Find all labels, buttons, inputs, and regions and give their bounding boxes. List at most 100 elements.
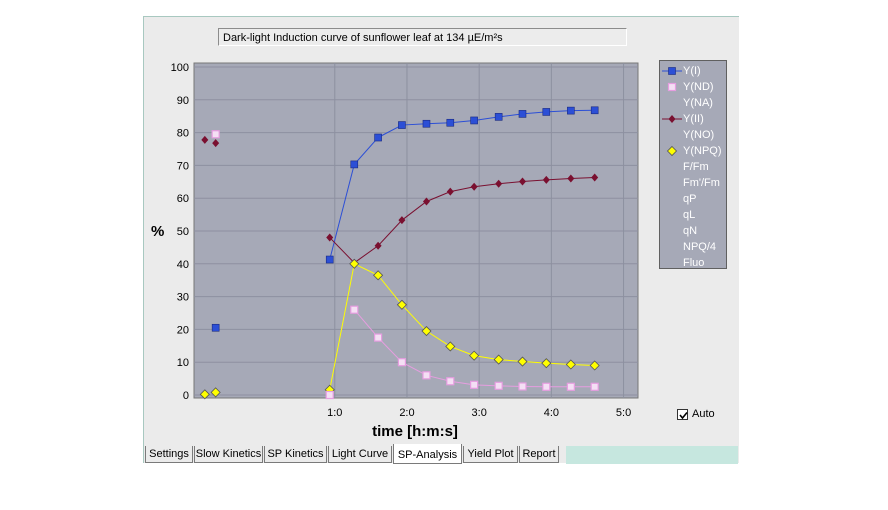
data-point	[350, 305, 359, 314]
data-point	[518, 177, 526, 186]
series-markers	[199, 106, 600, 400]
x-axis-label: time [h:m:s]	[372, 423, 458, 440]
data-point	[518, 110, 527, 118]
data-point	[350, 160, 359, 169]
data-point	[566, 382, 575, 391]
data-point	[470, 182, 478, 191]
y-tick-label: 70	[177, 160, 189, 172]
legend-item[interactable]: Y(NA)	[660, 95, 728, 111]
y-tick-label: 60	[177, 193, 189, 205]
data-point	[325, 255, 334, 264]
tab-report[interactable]: Report	[519, 446, 559, 463]
grid	[194, 63, 638, 398]
legend-item[interactable]: Y(ND)	[660, 79, 728, 95]
legend-item[interactable]: qP	[660, 191, 728, 207]
tab-sp-kinetics[interactable]: SP Kinetics	[264, 446, 327, 463]
legend-label: Y(I)	[683, 65, 701, 77]
data-point	[446, 187, 454, 196]
data-point	[542, 108, 551, 116]
data-point	[518, 382, 527, 391]
data-point	[567, 106, 575, 115]
data-point	[567, 174, 575, 183]
data-point	[446, 118, 455, 127]
tab-light-curve[interactable]: Light Curve	[328, 446, 392, 463]
legend-marker-icon	[666, 145, 678, 157]
data-point	[211, 130, 220, 139]
y-tick-label: 90	[177, 95, 189, 107]
data-point	[470, 116, 478, 125]
data-point	[469, 350, 480, 361]
data-point	[590, 106, 599, 115]
legend-label: Y(NA)	[683, 97, 713, 109]
data-point	[201, 135, 209, 144]
data-point	[422, 371, 431, 380]
data-point	[445, 341, 456, 352]
data-point	[421, 325, 432, 337]
legend-item[interactable]: Fm'/Fm	[660, 175, 728, 191]
data-point	[396, 299, 407, 310]
legend-label: qL	[683, 209, 696, 221]
legend-marker-icon	[667, 82, 677, 92]
data-point	[494, 113, 503, 121]
data-point	[211, 323, 220, 332]
legend-marker-icon	[662, 115, 682, 123]
x-axis: 1:0 2:0 3:0 4:0 5:0	[327, 407, 631, 419]
x-tick-label: 3:0	[472, 407, 487, 419]
legend: Y(I) Y(ND) Y(NA) Y(II) Y(NO) Y(NPQ) F/Fm Fm'/Fm…	[659, 60, 727, 269]
data-point	[494, 381, 503, 390]
tabbar-filler	[566, 446, 738, 464]
tab-sp-analysis[interactable]: SP-Analysis	[393, 444, 462, 464]
tab-yield-plot[interactable]: Yield Plot	[463, 446, 518, 463]
data-point	[325, 390, 334, 400]
data-point	[398, 216, 406, 225]
y-tick-label: 50	[177, 226, 189, 238]
legend-label: qP	[683, 193, 697, 205]
legend-item[interactable]: NPQ/4	[660, 239, 728, 255]
legend-item[interactable]: Y(NPQ)	[660, 143, 728, 159]
legend-item[interactable]: qN	[660, 223, 728, 239]
data-point	[493, 354, 504, 365]
y-tick-label: 100	[171, 62, 189, 74]
checkbox-box[interactable]	[677, 408, 688, 420]
legend-label: Y(NO)	[683, 129, 715, 141]
data-point	[326, 233, 334, 242]
legend-item[interactable]: Fluo	[660, 255, 728, 271]
legend-label: F/Fm	[683, 161, 709, 173]
data-point	[212, 139, 220, 148]
legend-label: Y(NPQ)	[683, 145, 722, 157]
data-point	[373, 333, 383, 342]
data-point	[397, 358, 407, 367]
data-point	[422, 197, 430, 206]
y-axis: 0 10 20 30 40 50 60 70 80 90 100	[171, 62, 189, 402]
legend-item[interactable]: F/Fm	[660, 159, 728, 175]
x-tick-label: 1:0	[327, 407, 342, 419]
data-point	[541, 358, 552, 369]
data-point	[495, 179, 503, 188]
legend-item[interactable]: Y(I)	[660, 63, 728, 79]
legend-item[interactable]: Y(II)	[660, 111, 728, 127]
legend-item[interactable]: qL	[660, 207, 728, 223]
legend-label: Fluo	[683, 257, 705, 269]
legend-marker-icon	[662, 67, 682, 75]
legend-label: Y(ND)	[683, 81, 714, 93]
data-point	[373, 270, 384, 281]
data-point	[517, 356, 528, 367]
data-point	[210, 387, 221, 398]
tab-slow-kinetics[interactable]: Slow Kinetics	[194, 446, 263, 463]
y-axis-label: %	[151, 223, 164, 240]
auto-checkbox[interactable]: Auto	[677, 408, 715, 420]
data-point	[349, 258, 360, 269]
chart-title-field[interactable]: Dark-light Induction curve of sunflower …	[218, 28, 627, 46]
legend-label: Y(II)	[683, 113, 704, 125]
y-tick-label: 30	[177, 292, 189, 304]
series-line	[329, 109, 595, 260]
data-point	[542, 382, 551, 391]
y-tick-label: 40	[177, 259, 189, 271]
tab-settings[interactable]: Settings	[145, 446, 193, 463]
legend-item[interactable]: Y(NO)	[660, 127, 728, 143]
y-tick-label: 80	[177, 128, 189, 140]
data-point	[591, 173, 599, 182]
auto-label: Auto	[692, 408, 715, 420]
data-point	[542, 175, 550, 184]
